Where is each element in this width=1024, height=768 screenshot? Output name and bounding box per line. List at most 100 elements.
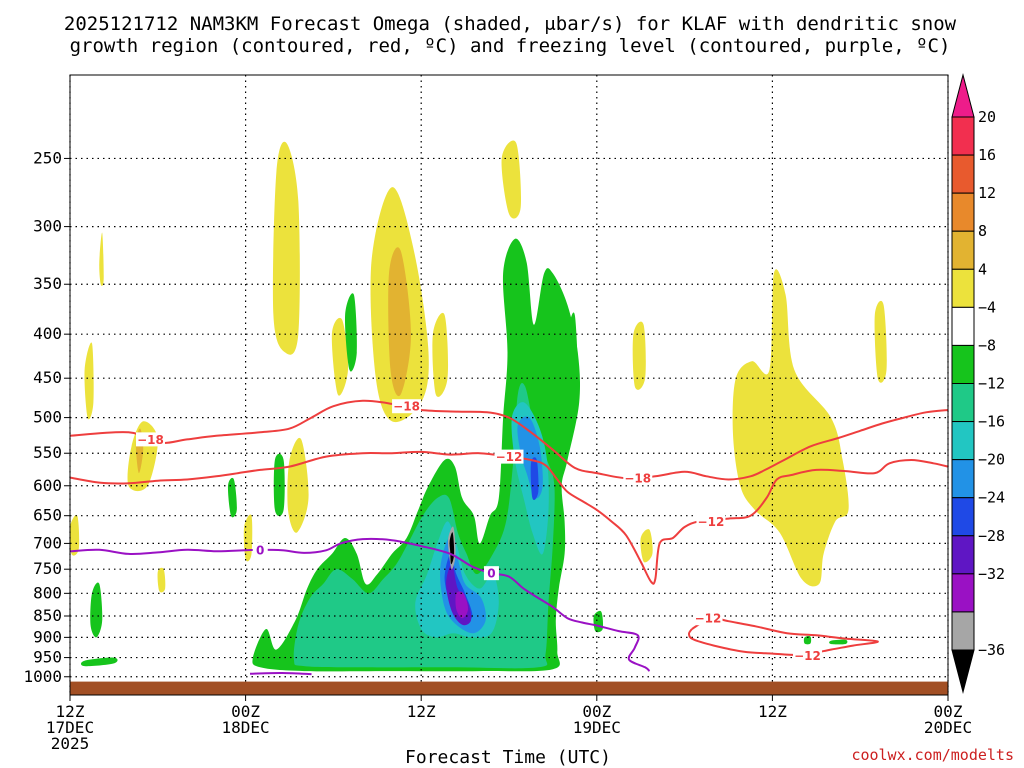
colorbar: 20 16 12 8 4 −4 −8 −12 −16 −20 −24 −28 −32 −36	[951, 73, 1005, 694]
x-axis-title: Forecast Time (UTC)	[405, 747, 611, 768]
colorbar-label: −16	[978, 413, 1005, 431]
omega-region-27	[455, 591, 469, 619]
contour-label-bg	[483, 566, 499, 581]
y-tick-label: 1000	[23, 667, 62, 686]
plot-area: −18 −18 −18 −12 −12 −12 −12 0 0	[69, 74, 949, 696]
x-tick-label: 00Z	[582, 702, 611, 721]
omega-region-3	[99, 232, 104, 286]
omega-region-37	[803, 636, 812, 645]
y-tick-label: 900	[33, 627, 62, 646]
omega-region-14	[632, 321, 646, 390]
colorbar-label: −20	[978, 451, 1005, 469]
y-tick-label: 550	[33, 443, 62, 462]
plot-frame	[69, 74, 949, 696]
y-tick-label: 350	[33, 274, 62, 293]
ground-surface	[70, 681, 948, 695]
contour-label: 0	[256, 543, 264, 557]
contour-label: −12	[695, 612, 722, 626]
x-tick-label: 19DEC	[573, 718, 621, 737]
omega-region-33	[227, 477, 237, 518]
y-tick-label: 800	[33, 583, 62, 602]
colorbar-swatch	[951, 573, 975, 613]
contour-label: −12	[496, 450, 523, 464]
contour-label-bg	[252, 542, 268, 557]
colorbar-swatch	[951, 497, 975, 537]
omega-region-30	[90, 582, 103, 638]
colorbar-swatch	[951, 459, 975, 499]
omega-region-13	[157, 567, 166, 593]
y-tick-label: 650	[33, 506, 62, 525]
credit-text: coolwx.com/modelts	[851, 746, 1014, 764]
colorbar-swatch	[951, 421, 975, 461]
colorbar-top-arrow	[951, 73, 975, 118]
colorbar-label: 20	[978, 108, 996, 126]
y-tick-label: 850	[33, 606, 62, 625]
y-tick-label: 400	[33, 324, 62, 343]
colorbar-swatch	[951, 192, 975, 232]
y-tick-label: 600	[33, 476, 62, 495]
omega-region-35	[567, 312, 579, 408]
y-tick-label: 750	[33, 559, 62, 578]
colorbar-label: −4	[978, 298, 996, 316]
chart-title-line-2: growth region (contoured, red, ºC) and f…	[70, 35, 951, 57]
x-tick-label: 00Z	[934, 702, 963, 721]
colorbar-swatch	[951, 116, 975, 156]
isotherm--12C-1	[70, 450, 948, 585]
x-tick-label: 17DEC	[46, 718, 94, 737]
colorbar-bottom-arrow	[951, 649, 975, 694]
contour-label: −12	[698, 515, 725, 529]
omega-region-32	[344, 293, 357, 372]
contour-label-bg	[623, 471, 653, 486]
contour-label: −18	[624, 472, 651, 486]
colorbar-swatch	[951, 344, 975, 384]
temperature-contours: −18 −18 −18 −12 −12 −12 −12 0 0	[70, 399, 948, 676]
omega-region-29	[449, 532, 455, 565]
omega-region-31	[81, 657, 118, 667]
colorbar-label: −12	[978, 375, 1005, 393]
omega-region-34	[273, 453, 285, 517]
omega-region-16	[732, 269, 849, 587]
y-tick-label: 250	[33, 148, 62, 167]
contour-label: −18	[393, 400, 420, 414]
y-axis-pressure: 250 300 350 400 450 500 550 600 650 700 750 800 850 9…	[23, 148, 70, 686]
omega-region-36	[593, 610, 604, 633]
omega-region-10	[501, 140, 522, 219]
contour-label-bg	[693, 611, 723, 626]
contour-label: −18	[137, 433, 164, 447]
x-tick-label: 12Z	[56, 702, 85, 721]
colorbar-label: −32	[978, 565, 1005, 583]
y-tick-label: 450	[33, 368, 62, 387]
colorbar-swatch	[951, 154, 975, 194]
omega-region-24	[530, 457, 539, 501]
omega-region-5	[272, 141, 300, 355]
isotherm-0C-4	[249, 671, 312, 676]
colorbar-swatch	[951, 383, 975, 423]
omega-region-15	[640, 529, 653, 563]
isotherm--12C-2	[687, 616, 879, 656]
x-tick-label: 00Z	[231, 702, 260, 721]
chart-title-line-1: 2025121712 NAM3KM Forecast Omega (shaded…	[64, 13, 957, 35]
y-tick-label: 700	[33, 533, 62, 552]
omega-region-6	[331, 317, 349, 396]
colorbar-swatch	[951, 535, 975, 575]
isotherm--18C-0	[70, 399, 948, 481]
colorbar-swatch	[951, 268, 975, 308]
colorbar-label: −28	[978, 527, 1005, 545]
contour-label: −12	[794, 649, 821, 663]
y-tick-label: 300	[33, 217, 62, 236]
colorbar-swatch	[951, 611, 975, 651]
x-tick-label: 12Z	[758, 702, 787, 721]
colorbar-swatch	[951, 230, 975, 270]
omega-region-38	[829, 639, 848, 645]
contour-label-bg	[135, 432, 165, 447]
colorbar-label: 16	[978, 146, 996, 164]
contour-label-bg	[392, 399, 422, 414]
colorbar-label: 4	[978, 260, 987, 278]
contour-label-bg	[793, 648, 823, 663]
x-tick-label: 12Z	[407, 702, 436, 721]
omega-region-11	[287, 437, 309, 533]
x-tick-label: 18DEC	[222, 718, 270, 737]
omega-shading	[70, 140, 887, 672]
